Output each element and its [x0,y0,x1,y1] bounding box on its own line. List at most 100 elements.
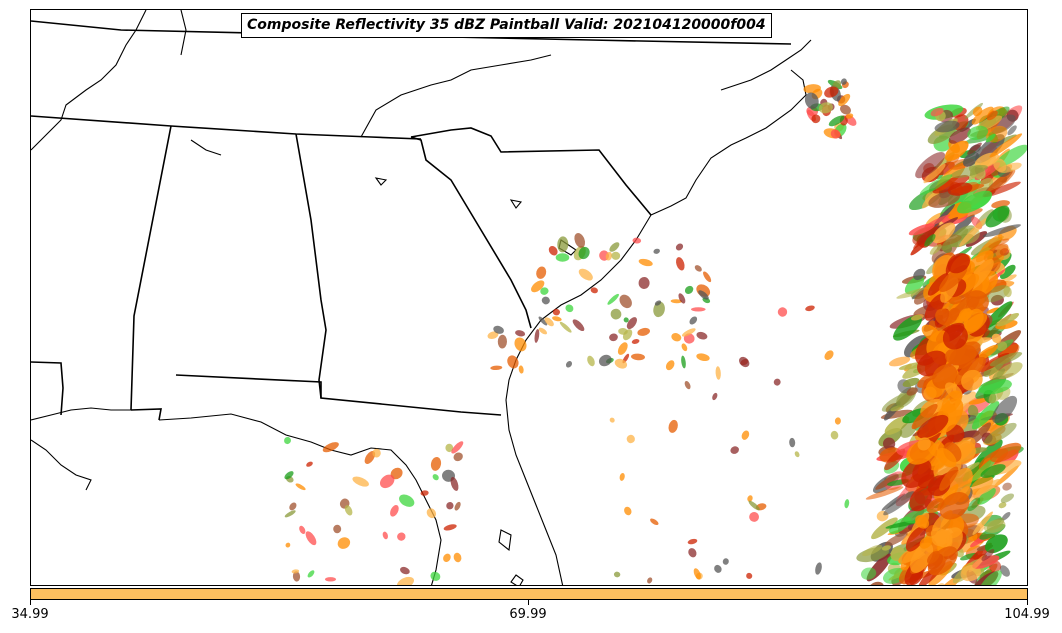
storm-blob [901,458,932,489]
storm-blob [678,293,686,304]
storm-blob [420,490,429,496]
storm-blob [694,265,702,272]
storm-blob [693,568,701,580]
storm-blob [305,531,317,546]
storm-blob [972,555,1000,569]
storm-blob [714,564,722,573]
storm-blob [536,266,547,279]
storm-blob [830,430,839,440]
storm-blob [975,479,1001,496]
storm-blob [939,492,970,520]
storm-blob [487,331,499,340]
storm-blob [696,331,708,340]
storm-blob [913,268,926,281]
storm-blob [572,319,585,332]
reflectivity-paintball [284,78,1027,585]
storm-blob [684,285,694,294]
storm-blob [917,414,949,439]
storm-blob [948,214,975,238]
storm-blob [609,242,620,252]
storm-blob [665,360,675,371]
storm-blob [932,222,956,244]
storm-blob [284,510,296,518]
storm-blob [910,542,934,573]
storm-blob [676,257,685,271]
storm-blob [927,273,949,296]
storm-blob [538,316,548,326]
storm-blob [983,285,1011,303]
storm-blob [748,500,760,511]
storm-blob [967,142,982,155]
storm-blob [337,537,351,549]
storm-blob [960,552,978,561]
colorbar-tick-left [30,600,31,605]
storm-blob [934,120,960,133]
storm-blob [306,461,313,467]
storm-blob [715,366,721,380]
storm-blob [989,442,1022,463]
storm-blob [284,471,294,480]
storm-blob [905,526,926,552]
storm-blob [324,577,337,582]
storm-blob [289,502,297,511]
storm-blob [681,328,696,337]
storm-blob [684,380,691,390]
storm-blob [919,174,953,195]
storm-blob [565,361,573,368]
storm-blob [618,327,628,335]
storm-blob [619,294,632,309]
storm-blob [947,182,973,196]
storm-blob [609,333,618,342]
storm-blob [741,430,750,440]
storm-blob [598,354,612,367]
storm-blob [322,442,339,453]
storm-blob [637,327,650,336]
storm-blob [538,327,548,335]
storm-blob [534,328,540,343]
storm-blob [574,233,586,248]
storm-blob [565,304,574,313]
storm-blob [980,464,1006,478]
storm-blob [949,341,981,366]
storm-blob [936,583,945,585]
storm-blob [344,505,353,516]
storm-blob [450,476,459,491]
storm-blob [605,251,613,261]
storm-blob [830,129,841,139]
storm-blob [1003,286,1012,298]
storm-blob [982,224,1021,238]
storm-blob [1001,512,1011,521]
storm-blob [862,544,883,557]
storm-blob [555,253,570,262]
storm-blob [978,570,1002,585]
storm-blob [451,441,464,454]
storm-blob [590,287,598,294]
storm-blob [941,390,962,414]
storm-blob [307,570,315,578]
storm-blob [514,337,527,352]
colorbar-tick-mid [528,600,529,605]
storm-blob [804,92,819,109]
storm-blob [967,497,981,512]
storm-blob [805,305,815,312]
storm-blob [631,353,645,361]
storm-blob [840,78,847,85]
storm-blob [924,234,936,247]
storm-blob [993,465,1019,488]
storm-blob [968,398,988,405]
storm-blob [443,553,451,563]
storm-blob [557,236,569,253]
storm-blob [915,514,930,529]
storm-blob [610,308,622,320]
storm-blob [993,158,1007,172]
storm-blob [935,308,953,326]
storm-blob [844,499,850,509]
storm-blob [515,330,526,337]
storm-blob [739,356,750,368]
storm-blob [1002,482,1012,491]
storm-blob [904,275,925,295]
storm-blob [815,562,822,575]
storm-blob [426,508,437,519]
storm-blob [703,271,712,283]
storm-blob [985,205,1010,228]
